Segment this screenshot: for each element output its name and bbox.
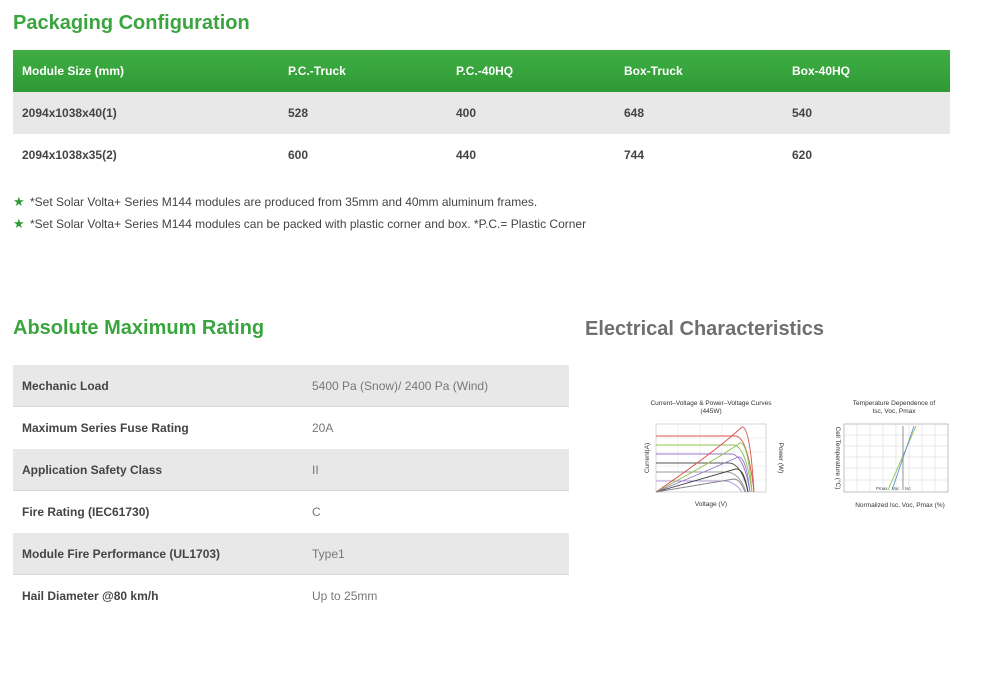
electrical-title: Electrical Characteristics xyxy=(585,318,825,340)
cell-module-size: 2094x1038x40(1) xyxy=(22,106,117,120)
rating-table: Mechanic Load 5400 Pa (Snow)/ 2400 Pa (W… xyxy=(13,365,569,617)
header-box-truck: Box-Truck xyxy=(624,64,683,78)
rating-value: 5400 Pa (Snow)/ 2400 Pa (Wind) xyxy=(312,378,489,393)
header-box-40hq: Box-40HQ xyxy=(792,64,851,78)
rating-label: Module Fire Performance (UL1703) xyxy=(22,546,221,561)
rating-value: C xyxy=(312,505,321,519)
note-text: *Set Solar Volta+ Series M144 modules ca… xyxy=(30,217,587,231)
iv-ylabel-left: Current(A) xyxy=(644,443,651,473)
table-row: Fire Rating (IEC61730) C xyxy=(13,491,569,533)
iv-curve-image: Current–Voltage & Power–Voltage Curves (… xyxy=(644,400,784,508)
header-pc-truck: P.C.-Truck xyxy=(288,64,346,78)
rating-label: Hail Diameter @80 km/h xyxy=(22,589,159,603)
table-row: 2094x1038x40(1) 528 400 648 540 xyxy=(13,92,950,134)
rating-label: Fire Rating (IEC61730) xyxy=(22,505,150,519)
table-row: Maximum Series Fuse Rating 20A xyxy=(13,407,569,449)
cell-pc-40hq: 440 xyxy=(456,148,477,162)
cell-box-truck: 648 xyxy=(624,106,645,120)
temp-xlabel: Normalized Isc, Voc, Pmax (%) xyxy=(855,502,945,509)
temp-legend-isc: Isc xyxy=(905,486,912,491)
iv-ylabel-right: Power (W) xyxy=(777,443,784,474)
rating-title: Absolute Maximum Rating xyxy=(13,317,265,339)
rating-value: Type1 xyxy=(312,546,345,561)
table-row: Application Safety Class II xyxy=(13,449,569,491)
header-module-size: Module Size (mm) xyxy=(22,64,125,78)
temp-legend-pmax: Pmax xyxy=(876,486,888,491)
packaging-table-header: Module Size (mm) P.C.-Truck P.C.-40HQ Bo… xyxy=(13,50,950,92)
rating-value: II xyxy=(312,462,319,477)
cell-module-size: 2094x1038x35(2) xyxy=(22,148,117,162)
temp-legend-voc: Voc xyxy=(892,486,900,491)
table-row: Hail Diameter @80 km/h Up to 25mm xyxy=(13,575,569,617)
cell-pc-40hq: 400 xyxy=(456,106,477,120)
iv-xlabel: Voltage (V) xyxy=(695,501,727,508)
packaging-title: Packaging Configuration xyxy=(13,12,250,34)
temp-title-2: Isc, Voc, Pmax xyxy=(873,408,917,415)
rating-value: 20A xyxy=(312,421,334,435)
rating-label: Application Safety Class xyxy=(22,462,163,477)
cell-box-truck: 744 xyxy=(624,148,645,162)
temp-ylabel: Cell Temperature (°C) xyxy=(834,427,842,490)
note-frames: ★ *Set Solar Volta+ Series M144 modules … xyxy=(13,194,537,210)
table-row: Module Fire Performance (UL1703) Type1 xyxy=(13,533,569,575)
rating-label: Maximum Series Fuse Rating xyxy=(22,421,189,435)
cell-box-40hq: 620 xyxy=(792,148,813,162)
header-pc-40hq: P.C.-40HQ xyxy=(456,64,514,78)
packaging-table: Module Size (mm) P.C.-Truck P.C.-40HQ Bo… xyxy=(13,50,950,176)
star-icon: ★ xyxy=(13,216,25,231)
rating-value: Up to 25mm xyxy=(312,589,378,603)
cell-pc-truck: 528 xyxy=(288,106,309,120)
table-row: Mechanic Load 5400 Pa (Snow)/ 2400 Pa (W… xyxy=(13,365,569,407)
cell-pc-truck: 600 xyxy=(288,148,309,162)
star-icon: ★ xyxy=(13,194,25,209)
iv-title-2: (445W) xyxy=(700,408,721,415)
rating-label: Mechanic Load xyxy=(22,378,109,393)
temp-title-1: Temperature Dependence of xyxy=(853,400,936,407)
temperature-dependence-image: Temperature Dependence of Isc, Voc, Pmax… xyxy=(834,400,949,509)
iv-title-1: Current–Voltage & Power–Voltage Curves xyxy=(650,400,772,407)
cell-box-40hq: 540 xyxy=(792,106,813,120)
note-packing: ★ *Set Solar Volta+ Series M144 modules … xyxy=(13,216,586,232)
table-row: 2094x1038x35(2) 600 440 744 620 xyxy=(13,134,950,176)
note-text: *Set Solar Volta+ Series M144 modules ar… xyxy=(30,195,538,209)
